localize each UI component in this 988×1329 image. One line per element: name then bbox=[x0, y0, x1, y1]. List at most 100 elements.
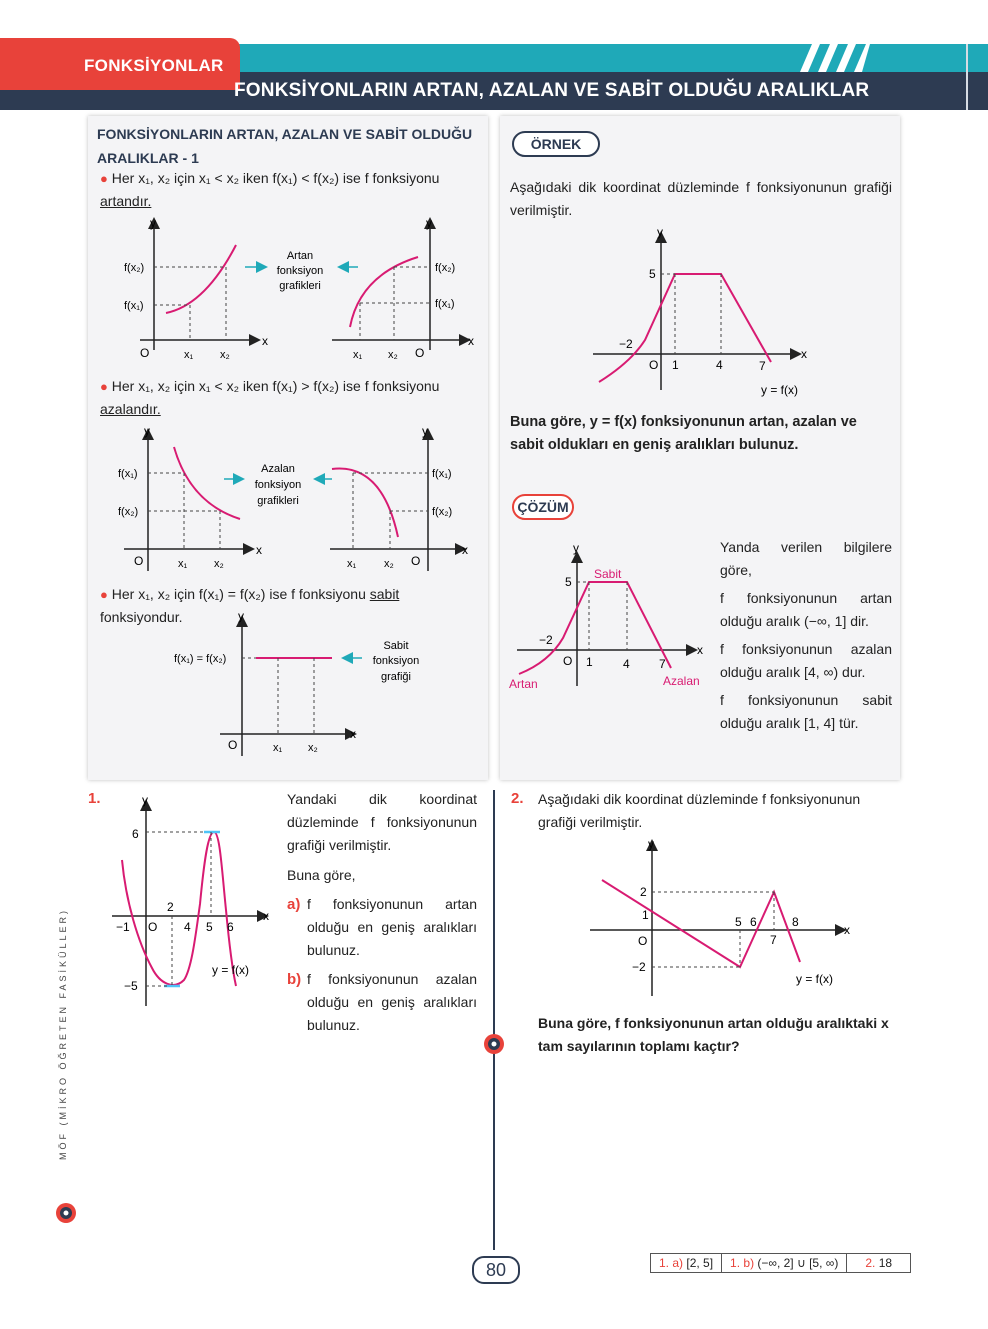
azalan-label: Azalan bbox=[663, 674, 700, 688]
q2-graph: y x 2 1 −2 O 5 6 7 8 y = f(x) bbox=[590, 837, 850, 996]
page-number: 80 bbox=[472, 1256, 520, 1284]
svg-text:5: 5 bbox=[565, 575, 572, 589]
header-edge bbox=[966, 44, 968, 110]
svg-text:4: 4 bbox=[623, 657, 630, 671]
inc-label-3: grafikleri bbox=[279, 280, 321, 292]
theory-title-1: FONKSİYONLARIN ARTAN, AZALAN VE SABİT OL… bbox=[97, 126, 473, 142]
origin-2: O bbox=[415, 346, 424, 360]
answer-1a: 1. a) [2, 5] bbox=[651, 1254, 723, 1272]
q1-y6: 6 bbox=[132, 827, 139, 841]
artan-label: Artan bbox=[509, 677, 538, 691]
section-tab: FONKSİYONLAR bbox=[0, 38, 240, 90]
page-title: FONKSİYONLARIN ARTAN, AZALAN VE SABİT OL… bbox=[234, 80, 870, 101]
q2-fname: y = f(x) bbox=[796, 972, 833, 986]
svg-text:x: x bbox=[263, 909, 269, 923]
svg-text:y: y bbox=[142, 793, 148, 807]
axis-x-4: x bbox=[462, 543, 468, 557]
q1-xm1: −1 bbox=[116, 920, 130, 934]
answer-key: 1. a) [2, 5] 1. b) (−∞, 2] ∪ [5, ∞) 2. 1… bbox=[650, 1253, 912, 1273]
answer-1b: 1. b) (−∞, 2] ∪ [5, ∞) bbox=[722, 1254, 848, 1272]
theory-title-2: ARALIKLAR - 1 bbox=[97, 150, 199, 166]
solution-const: f fonksiyonunun sabit olduğu aralık [1, … bbox=[720, 692, 892, 731]
rule2-text: Her x₁, x₂ için x₁ < x₂ iken f(x₁) > f(x… bbox=[111, 378, 440, 394]
q2-question: Buna göre, f fonksiyonunun artan olduğu … bbox=[538, 1015, 889, 1054]
origin-4: O bbox=[411, 554, 420, 568]
svg-text:x: x bbox=[801, 347, 807, 361]
x1-label-5: x₁ bbox=[273, 742, 283, 754]
x2-label-3: x₂ bbox=[214, 558, 224, 570]
axis-y-4: y bbox=[422, 424, 428, 438]
svg-text:1: 1 bbox=[586, 655, 593, 669]
axis-x-3: x bbox=[256, 543, 262, 557]
fx2-label-2: f(x₂) bbox=[435, 262, 455, 274]
rule-increasing: ● Her x₁, x₂ için x₁ < x₂ iken f(x₁) < f… bbox=[100, 167, 480, 213]
origin: O bbox=[140, 346, 149, 360]
q1-b-label: b) bbox=[287, 971, 302, 988]
ex-y5: 5 bbox=[649, 267, 656, 281]
q1-x4: 4 bbox=[184, 920, 191, 934]
q1-part-a: a) f fonksiyonunun artan olduğu en geniş… bbox=[287, 893, 477, 962]
svg-text:x: x bbox=[697, 643, 703, 657]
rule1-key: artandır. bbox=[100, 193, 152, 209]
axis-y-3: y bbox=[144, 424, 150, 438]
q1-ym5: −5 bbox=[124, 979, 138, 993]
solution-inc: f fonksiyonunun artan olduğu aralık (−∞,… bbox=[720, 590, 892, 629]
ex-x7: 7 bbox=[759, 359, 766, 373]
fx1-label-2: f(x₁) bbox=[435, 298, 455, 310]
axis-x-5: x bbox=[350, 727, 356, 741]
svg-text:y: y bbox=[657, 225, 663, 239]
solution-intro: Yanda verilen bilgilere göre, bbox=[720, 539, 892, 578]
origin-5: O bbox=[228, 738, 237, 752]
header-stripes bbox=[800, 44, 870, 72]
dec-label-2: fonksiyon bbox=[255, 479, 301, 491]
q2-number: 2. bbox=[511, 790, 524, 807]
bullet-icon: ● bbox=[100, 171, 108, 186]
x1-label: x₁ bbox=[184, 349, 194, 361]
x1-label-4: x₁ bbox=[347, 558, 357, 570]
ex-xm2: −2 bbox=[619, 337, 633, 351]
increasing-graphs: y x O x₁ x₂ f(x₂) f(x₁) Artan fonksiyon … bbox=[124, 216, 474, 361]
const-label-1: Sabit bbox=[383, 640, 408, 652]
q2-ym2: −2 bbox=[632, 960, 646, 974]
constant-graph: y x O x₁ x₂ f(x₁) = f(x₂) Sabit fonksiyo… bbox=[174, 609, 419, 756]
example-box bbox=[500, 116, 900, 780]
q2-y1: 1 bbox=[642, 908, 649, 922]
q1-a-label: a) bbox=[287, 896, 301, 913]
rule3-key: sabit bbox=[369, 586, 400, 602]
solution-text: Yanda verilen bilgilere göre, f fonksiyo… bbox=[720, 536, 892, 735]
q1-text-block: Yandaki dik koordinat düzleminde f fonks… bbox=[287, 788, 477, 1037]
q2-y2: 2 bbox=[640, 885, 647, 899]
fx2-label: f(x₂) bbox=[124, 262, 144, 274]
feq-label: f(x₁) = f(x₂) bbox=[174, 653, 226, 665]
side-logo-icon bbox=[56, 1203, 76, 1223]
q1-a-text: f fonksiyonunun artan olduğu en geniş ar… bbox=[307, 896, 477, 958]
inc-label-1: Artan bbox=[287, 250, 313, 262]
x2-label: x₂ bbox=[220, 349, 230, 361]
axis-x: x bbox=[262, 334, 268, 348]
sabit-label: Sabit bbox=[594, 567, 622, 581]
q2-x8: 8 bbox=[792, 915, 799, 929]
axis-x-2: x bbox=[468, 334, 474, 348]
x1-label-2: x₁ bbox=[353, 349, 363, 361]
dec-label-3: grafikleri bbox=[257, 495, 299, 507]
rule3-text: Her x₁, x₂ için f(x₁) = f(x₂) ise f fonk… bbox=[111, 586, 370, 602]
q1-text: Yandaki dik koordinat düzleminde f fonks… bbox=[287, 791, 477, 853]
answer-2: 2. 18 bbox=[865, 1256, 893, 1270]
svg-text:x: x bbox=[844, 923, 850, 937]
axis-y-2: y bbox=[426, 216, 432, 230]
q1-x5: 5 bbox=[206, 920, 213, 934]
x1-label-3: x₁ bbox=[178, 558, 188, 570]
solution-badge: ÇÖZÜM bbox=[512, 494, 574, 520]
ex-x1: 1 bbox=[672, 358, 679, 372]
fx1-label-4: f(x₁) bbox=[432, 468, 452, 480]
q1-b-text: f fonksiyonunun azalan olduğu en geniş a… bbox=[307, 971, 477, 1033]
svg-text:y: y bbox=[648, 837, 654, 851]
fx1-label: f(x₁) bbox=[124, 300, 144, 312]
q2-text: Aşağıdaki dik koordinat düzleminde f fon… bbox=[538, 791, 861, 830]
const-label-3: grafiği bbox=[381, 671, 411, 683]
side-text: MÖF (MİKRO ÖĞRETEN FASİKÜLLER) bbox=[58, 907, 68, 1160]
q2-x7: 7 bbox=[770, 933, 777, 947]
x2-label-5: x₂ bbox=[308, 742, 318, 754]
rule3-tail: fonksiyondur. bbox=[100, 609, 183, 625]
q2-x6: 6 bbox=[750, 915, 757, 929]
